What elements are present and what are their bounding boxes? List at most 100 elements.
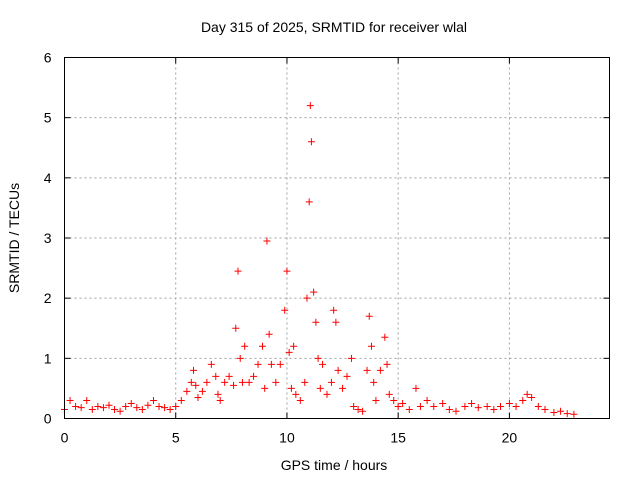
chart-title: Day 315 of 2025, SRMTID for receiver wla… (201, 19, 467, 35)
data-point (138, 405, 146, 413)
data-point (172, 402, 180, 410)
data-point (445, 405, 453, 413)
data-point (83, 396, 91, 404)
data-point (177, 396, 185, 404)
data-point (94, 402, 102, 410)
data-point (381, 333, 389, 341)
data-point (359, 407, 367, 415)
data-point (234, 267, 242, 275)
data-point (144, 401, 152, 409)
data-point (250, 372, 258, 380)
data-point (272, 378, 280, 386)
data-point (307, 138, 315, 146)
data-point (241, 342, 249, 350)
data-point (334, 366, 342, 374)
y-tick-label: 3 (44, 230, 52, 246)
data-point (327, 378, 335, 386)
data-point (312, 318, 320, 326)
data-point (194, 393, 202, 401)
data-point (72, 402, 80, 410)
data-point (296, 396, 304, 404)
data-point (203, 378, 211, 386)
data-point (541, 405, 549, 413)
x-tick-label: 5 (172, 430, 180, 446)
x-tick-label: 0 (61, 430, 69, 446)
data-point (363, 366, 371, 374)
data-point (254, 360, 262, 368)
axis-ticks (64, 57, 610, 419)
y-tick-label: 6 (44, 50, 52, 66)
data-point (287, 384, 295, 392)
data-point (430, 402, 438, 410)
data-point (519, 396, 527, 404)
data-point (161, 404, 169, 412)
data-point (225, 372, 233, 380)
data-point (238, 378, 246, 386)
data-point (534, 402, 542, 410)
data-point (116, 407, 124, 415)
data-point (192, 381, 200, 389)
data-point (105, 401, 113, 409)
data-point (319, 360, 327, 368)
data-point (230, 381, 238, 389)
data-point (343, 372, 351, 380)
data-point (190, 366, 198, 374)
data-point (122, 402, 130, 410)
data-point (332, 318, 340, 326)
data-point (347, 354, 355, 362)
data-point (187, 378, 195, 386)
y-tick-label: 5 (44, 110, 52, 126)
data-point (461, 402, 469, 410)
x-tick-labels: 0 5 10 15 20 (61, 430, 518, 446)
data-point (316, 384, 324, 392)
data-point (283, 267, 291, 275)
data-point (367, 342, 375, 350)
data-point (245, 378, 253, 386)
y-tick-labels: 0 1 2 3 4 5 6 (44, 50, 52, 427)
data-point (405, 405, 413, 413)
data-point (281, 306, 289, 314)
data-point (285, 348, 293, 356)
y-axis-label: SRMTID / TECUs (6, 183, 22, 293)
data-point (474, 404, 482, 412)
data-point (66, 396, 74, 404)
data-point (183, 387, 191, 395)
data-point (310, 288, 318, 296)
data-point (198, 387, 206, 395)
data-point (350, 402, 358, 410)
data-point (258, 342, 266, 350)
data-point (468, 399, 476, 407)
data-point (394, 402, 402, 410)
data-point (490, 405, 498, 413)
data-point (149, 396, 157, 404)
data-point (212, 372, 220, 380)
data-point (557, 407, 565, 415)
data-point (550, 408, 558, 416)
data-point (314, 354, 322, 362)
data-points (61, 102, 578, 418)
data-point (88, 405, 96, 413)
data-point (290, 342, 298, 350)
data-point (214, 390, 222, 398)
y-tick-label: 0 (44, 411, 52, 427)
data-point (365, 312, 373, 320)
data-point (207, 360, 215, 368)
y-tick-label: 2 (44, 290, 52, 306)
data-point (370, 378, 378, 386)
data-point (221, 378, 229, 386)
data-point (372, 396, 380, 404)
data-point (292, 390, 300, 398)
data-point (305, 198, 313, 206)
x-axis-label: GPS time / hours (281, 457, 388, 473)
data-point (306, 102, 314, 110)
data-point (497, 402, 504, 410)
data-point (216, 396, 224, 404)
data-point (127, 399, 135, 407)
data-point (390, 396, 398, 404)
data-point (505, 399, 513, 407)
data-point (303, 294, 311, 302)
y-tick-label: 1 (44, 350, 52, 366)
x-tick-label: 10 (279, 430, 295, 446)
data-point (423, 396, 431, 404)
